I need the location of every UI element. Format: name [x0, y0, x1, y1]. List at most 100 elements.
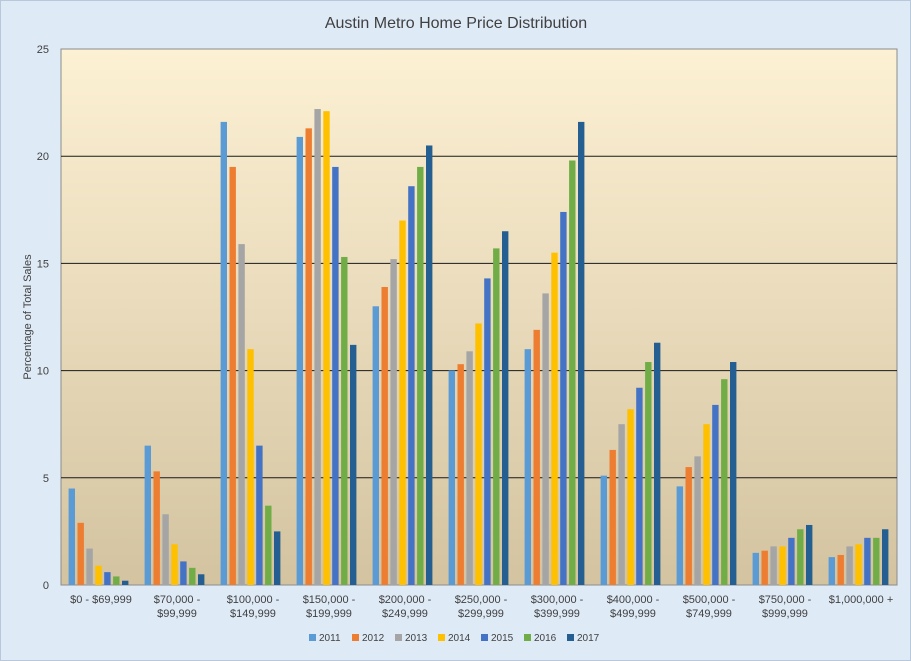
bar-2012-3 [305, 128, 312, 585]
bar-2017-7 [654, 342, 661, 585]
bar-2014-7 [627, 409, 634, 585]
bar-2016-0 [113, 576, 120, 585]
bar-2012-10 [837, 554, 844, 585]
bar-2011-3 [296, 136, 303, 586]
bar-2013-2 [238, 244, 245, 585]
bar-2015-9 [788, 537, 795, 585]
bar-2013-6 [542, 293, 549, 585]
x-tick-label: $0 - $69,999 [70, 594, 132, 606]
x-tick-label: $250,000 -$299,999 [455, 594, 508, 620]
bar-2014-8 [703, 424, 710, 585]
bar-2013-1 [162, 514, 169, 585]
x-tick-label: $200,000 -$249,999 [379, 594, 432, 620]
x-tick-label: $750,000 -$999,999 [759, 594, 812, 620]
bar-2014-9 [779, 546, 786, 585]
bar-2016-8 [721, 379, 728, 585]
bar-2016-9 [797, 529, 804, 585]
bar-2017-6 [578, 121, 585, 585]
x-tick-label: $100,000 -$149,999 [227, 594, 280, 620]
legend-label: 2012 [362, 633, 385, 644]
bar-2016-4 [417, 166, 424, 586]
bar-2012-7 [609, 449, 616, 585]
bar-2017-9 [806, 524, 813, 585]
bar-2013-7 [618, 424, 625, 585]
legend-label: 2011 [319, 633, 341, 644]
bar-2014-5 [475, 323, 482, 585]
legend: 2011 2012 2013 2014 2015 2016 2017 [309, 633, 600, 644]
bars [68, 109, 889, 586]
bar-2012-1 [153, 471, 160, 585]
x-tick-label: $1,000,000 + [829, 594, 894, 606]
legend-label: 2016 [534, 633, 557, 644]
bar-2014-4 [399, 220, 406, 585]
legend-swatch [567, 634, 574, 641]
bar-2017-0 [122, 580, 129, 585]
bar-2015-2 [256, 445, 263, 585]
bar-2017-10 [882, 529, 889, 585]
bar-2012-4 [381, 286, 388, 585]
bar-2014-1 [171, 544, 178, 585]
y-tick-label: 5 [43, 473, 49, 485]
y-tick-label: 20 [37, 151, 49, 163]
bar-2017-3 [350, 344, 357, 585]
bar-2017-8 [730, 362, 737, 585]
chart-title: Austin Metro Home Price Distribution [325, 15, 587, 32]
bar-2015-5 [484, 278, 491, 585]
bar-2016-7 [645, 362, 652, 585]
bar-2015-10 [864, 537, 871, 585]
x-tick-label: $400,000 -$499,999 [607, 594, 660, 620]
x-axis: $0 - $69,999 $70,000 -$99,999 $100,000 -$1… [70, 594, 893, 620]
x-tick-label: $70,000 -$99,999 [154, 594, 201, 620]
x-tick-label: $150,000 -$199,999 [303, 594, 356, 620]
bar-2014-3 [323, 111, 330, 586]
legend-swatch [438, 634, 445, 641]
bar-2013-8 [694, 456, 701, 585]
bar-2016-3 [341, 256, 348, 585]
bar-2013-9 [770, 546, 777, 585]
legend-label: 2013 [405, 633, 428, 644]
bar-2015-8 [712, 404, 719, 585]
bar-2012-8 [685, 467, 692, 585]
bar-2011-5 [448, 370, 455, 585]
bar-2014-0 [95, 565, 102, 585]
bar-2014-10 [855, 544, 862, 585]
bar-2017-1 [198, 574, 205, 585]
bar-2013-4 [390, 259, 397, 585]
legend-swatch [352, 634, 359, 641]
bar-2015-6 [560, 211, 567, 585]
bar-2017-4 [426, 145, 433, 586]
bar-2013-10 [846, 546, 853, 585]
bar-2015-7 [636, 387, 643, 585]
legend-swatch [524, 634, 531, 641]
bar-2011-10 [828, 557, 835, 585]
y-tick-label: 15 [37, 258, 49, 270]
bar-2011-9 [752, 552, 759, 585]
bar-2011-6 [524, 349, 531, 585]
bar-2016-5 [493, 248, 500, 585]
bar-2012-2 [229, 166, 236, 586]
bar-2012-9 [761, 550, 768, 585]
bar-2014-2 [247, 349, 254, 585]
bar-2016-6 [569, 160, 576, 585]
legend-swatch [395, 634, 402, 641]
x-tick-label: $300,000 -$399,999 [531, 594, 584, 620]
y-tick-label: 10 [37, 366, 49, 378]
bar-2011-1 [144, 445, 151, 585]
bar-2014-6 [551, 252, 558, 585]
bar-2016-2 [265, 505, 272, 585]
bar-2011-0 [68, 488, 75, 585]
bar-2013-3 [314, 109, 321, 586]
bar-2015-3 [332, 166, 339, 586]
legend-swatch [481, 634, 488, 641]
y-tick-label: 0 [43, 580, 49, 592]
bar-2016-10 [873, 537, 880, 585]
legend-label: 2014 [448, 633, 471, 644]
x-tick-label: $500,000 -$749,999 [683, 594, 736, 620]
bar-2013-5 [466, 351, 473, 585]
bar-2017-2 [274, 531, 281, 585]
legend-label: 2017 [577, 633, 600, 644]
bar-2011-8 [676, 486, 683, 585]
y-tick-label: 25 [37, 44, 49, 56]
